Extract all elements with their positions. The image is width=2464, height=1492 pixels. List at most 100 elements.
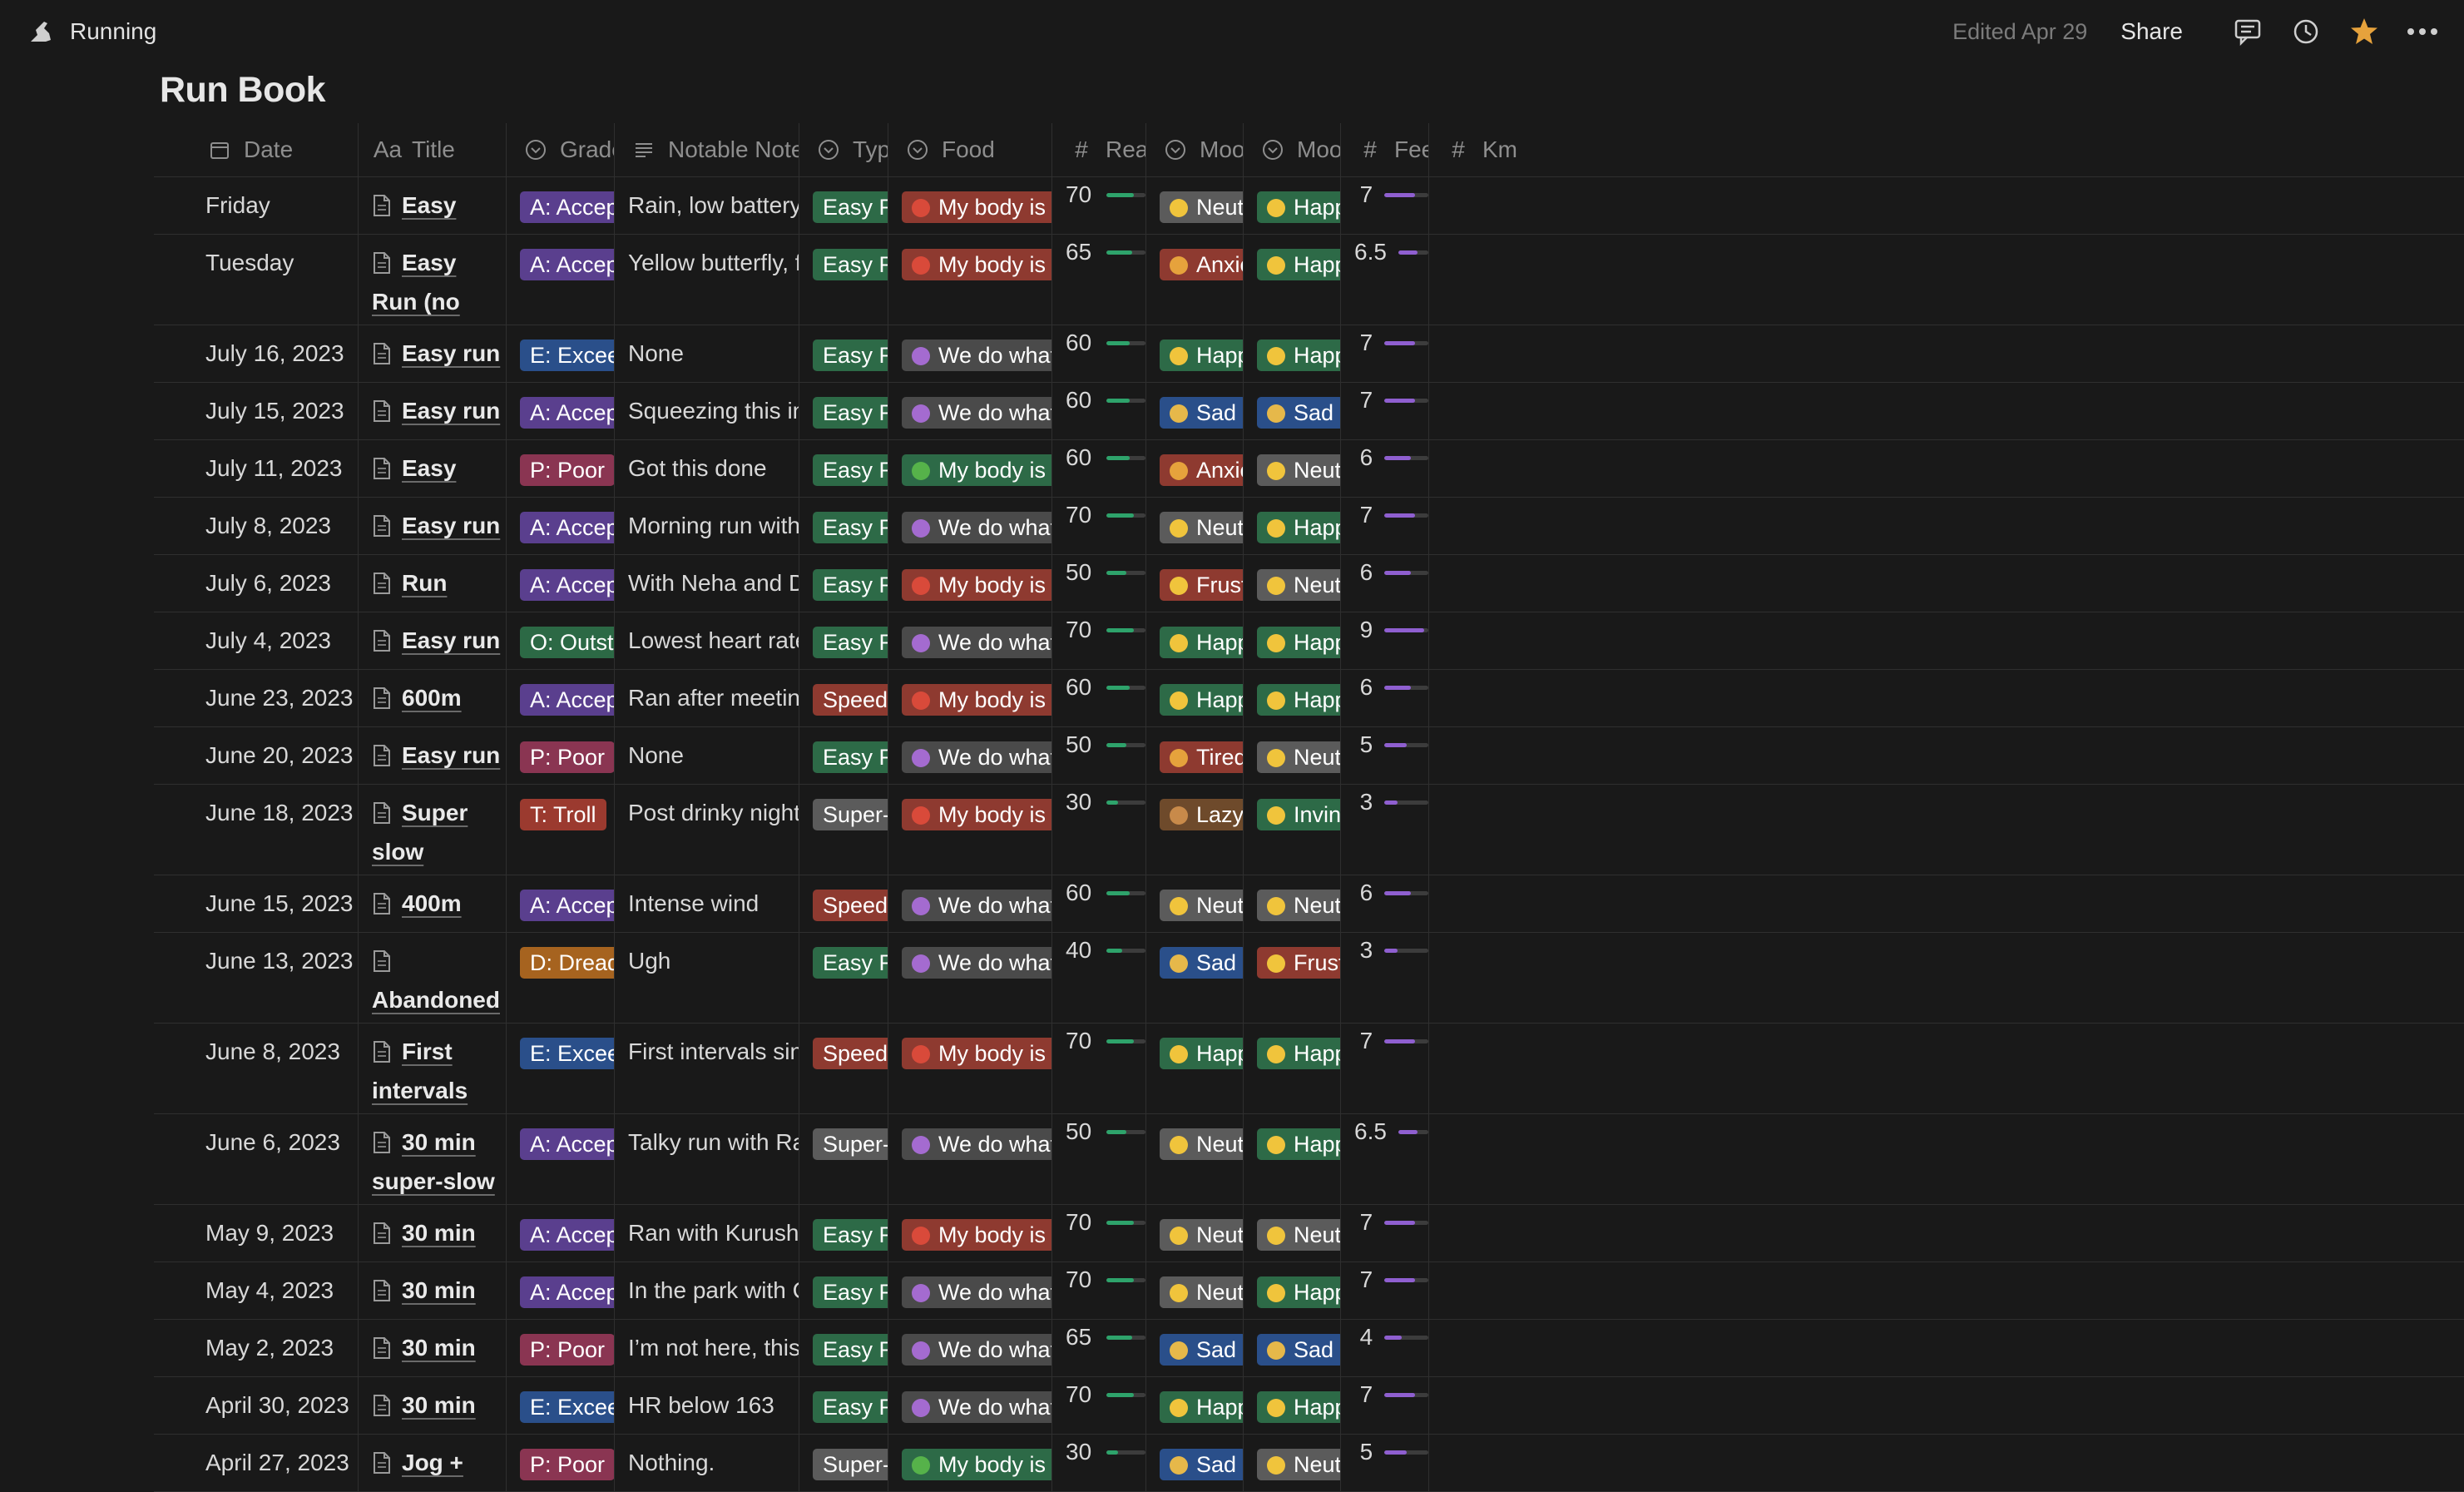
- title-cell[interactable]: Easy run: [358, 498, 506, 554]
- row-title-link[interactable]: Super slow hangover run: [372, 800, 477, 875]
- notable-note-cell[interactable]: Squeezing this in: [614, 383, 799, 439]
- mood-after-tag[interactable]: Neutral: [1257, 569, 1340, 601]
- km-cell[interactable]: [1428, 612, 1528, 669]
- row-title-link[interactable]: Easy Run: [372, 455, 457, 497]
- grade-tag[interactable]: A: Acceptable: [520, 397, 614, 429]
- mood-after-tag[interactable]: Happy: [1257, 1391, 1340, 1423]
- type-tag[interactable]: Super-sl...: [813, 1128, 888, 1160]
- row-title-link[interactable]: Easy rainy run: [372, 192, 472, 234]
- mood-before-cell[interactable]: Sad: [1145, 1435, 1243, 1491]
- food-cell[interactable]: We do what we can: [888, 325, 1051, 382]
- date-cell[interactable]: Friday: [154, 177, 358, 234]
- type-cell[interactable]: Super-sl...: [799, 1114, 888, 1204]
- type-cell[interactable]: Easy Run: [799, 933, 888, 1023]
- table-row[interactable]: May 4, 2023 30 min slow run A: Acceptable I…: [154, 1262, 2464, 1320]
- mood-before-cell[interactable]: Happy: [1145, 1377, 1243, 1434]
- date-cell[interactable]: June 6, 2023: [154, 1114, 358, 1204]
- food-cell[interactable]: We do what we can: [888, 1114, 1051, 1204]
- mood-before-cell[interactable]: Lazy: [1145, 785, 1243, 875]
- feels-like-cell[interactable]: 7: [1340, 498, 1428, 554]
- title-cell[interactable]: Run: [358, 555, 506, 612]
- notable-note-cell[interactable]: Lowest heart rate yet!: [614, 612, 799, 669]
- title-cell[interactable]: Easy Run: [358, 440, 506, 497]
- table-row[interactable]: April 27, 2023 Jog + Walk P: Poor Nothing. S…: [154, 1435, 2464, 1492]
- mood-after-tag[interactable]: Happy: [1257, 1276, 1340, 1308]
- food-tag[interactable]: We do what we can: [902, 1334, 1051, 1366]
- notable-note-cell[interactable]: HR below 163: [614, 1377, 799, 1434]
- readiness-cell[interactable]: 50: [1051, 727, 1145, 784]
- title-cell[interactable]: 30 min slow run: [358, 1377, 506, 1434]
- mood-before-tag[interactable]: Sad: [1160, 397, 1243, 429]
- mood-before-tag[interactable]: Neutral: [1160, 191, 1243, 223]
- readiness-cell[interactable]: 30: [1051, 1435, 1145, 1491]
- table-row[interactable]: June 6, 2023 30 min super-slow run A: Acce…: [154, 1114, 2464, 1205]
- food-tag[interactable]: We do what we can: [902, 1391, 1051, 1423]
- type-tag[interactable]: Easy Run: [813, 454, 888, 486]
- title-cell[interactable]: Easy Run (no guidelines): [358, 235, 506, 325]
- mood-after-tag[interactable]: Happy: [1257, 340, 1340, 371]
- column-header-grade[interactable]: Grade: [506, 123, 614, 176]
- mood-before-cell[interactable]: Neutral: [1145, 1114, 1243, 1204]
- row-title-link[interactable]: 30 min super-slow run: [372, 1129, 495, 1204]
- title-cell[interactable]: Easy run: [358, 383, 506, 439]
- table-row[interactable]: July 11, 2023 Easy Run P: Poor Got this don…: [154, 440, 2464, 498]
- grade-cell[interactable]: P: Poor: [506, 1320, 614, 1376]
- grade-cell[interactable]: P: Poor: [506, 727, 614, 784]
- grade-tag[interactable]: E: Exceeds E...: [520, 1391, 614, 1423]
- feels-like-cell[interactable]: 9: [1340, 612, 1428, 669]
- type-tag[interactable]: Easy Run: [813, 1276, 888, 1308]
- notable-note-cell[interactable]: Morning run with no music: [614, 498, 799, 554]
- mood-after-tag[interactable]: Happy: [1257, 1038, 1340, 1069]
- date-cell[interactable]: July 15, 2023: [154, 383, 358, 439]
- title-cell[interactable]: 30 min slow run: [358, 1205, 506, 1262]
- grade-cell[interactable]: A: Acceptable: [506, 1262, 614, 1319]
- column-header-feels-like[interactable]: # Feels like: [1340, 123, 1428, 176]
- mood-before-cell[interactable]: Happy: [1145, 325, 1243, 382]
- feels-like-cell[interactable]: 6: [1340, 670, 1428, 726]
- feels-like-cell[interactable]: 7: [1340, 1205, 1428, 1262]
- readiness-cell[interactable]: 70: [1051, 1262, 1145, 1319]
- title-cell[interactable]: 600m intervals: [358, 670, 506, 726]
- date-cell[interactable]: July 16, 2023: [154, 325, 358, 382]
- food-tag[interactable]: My body is a temple: [902, 1449, 1051, 1480]
- mood-after-tag[interactable]: Happy: [1257, 684, 1340, 716]
- title-cell[interactable]: Abandoned slow run: [358, 933, 506, 1023]
- feels-like-cell[interactable]: 7: [1340, 383, 1428, 439]
- mood-before-cell[interactable]: Sad: [1145, 383, 1243, 439]
- mood-before-cell[interactable]: Anxious: [1145, 235, 1243, 325]
- mood-after-cell[interactable]: Happy: [1243, 612, 1340, 669]
- readiness-cell[interactable]: 60: [1051, 325, 1145, 382]
- mood-after-cell[interactable]: Happy: [1243, 1114, 1340, 1204]
- date-cell[interactable]: April 27, 2023: [154, 1435, 358, 1491]
- grade-tag[interactable]: P: Poor: [520, 454, 614, 486]
- row-title-link[interactable]: Easy run: [402, 398, 501, 424]
- km-cell[interactable]: [1428, 1205, 1528, 1262]
- mood-before-tag[interactable]: Anxious: [1160, 454, 1243, 486]
- readiness-cell[interactable]: 50: [1051, 555, 1145, 612]
- food-cell[interactable]: We do what we can: [888, 1320, 1051, 1376]
- grade-cell[interactable]: P: Poor: [506, 1435, 614, 1491]
- mood-after-cell[interactable]: Happy: [1243, 498, 1340, 554]
- feels-like-cell[interactable]: 6: [1340, 875, 1428, 932]
- date-cell[interactable]: May 2, 2023: [154, 1320, 358, 1376]
- grade-tag[interactable]: E: Exceeds E...: [520, 1038, 614, 1069]
- type-tag[interactable]: Easy Run: [813, 512, 888, 543]
- readiness-cell[interactable]: 60: [1051, 383, 1145, 439]
- mood-before-cell[interactable]: Happy: [1145, 1024, 1243, 1113]
- notable-note-cell[interactable]: Intense wind: [614, 875, 799, 932]
- grade-cell[interactable]: A: Acceptable: [506, 1205, 614, 1262]
- date-cell[interactable]: June 13, 2023: [154, 933, 358, 1023]
- mood-before-tag[interactable]: Happy: [1160, 627, 1243, 658]
- mood-after-tag[interactable]: Neutral: [1257, 454, 1340, 486]
- grade-cell[interactable]: A: Acceptable: [506, 498, 614, 554]
- food-cell[interactable]: We do what we can: [888, 875, 1051, 932]
- grade-cell[interactable]: E: Exceeds E...: [506, 1377, 614, 1434]
- food-tag[interactable]: We do what we can: [902, 340, 1051, 371]
- grade-tag[interactable]: T: Troll: [520, 799, 606, 830]
- type-cell[interactable]: Easy Run: [799, 612, 888, 669]
- grade-cell[interactable]: A: Acceptable: [506, 875, 614, 932]
- notable-note-cell[interactable]: Ran with Kurush: [614, 1205, 799, 1262]
- type-tag[interactable]: Easy Run: [813, 569, 888, 601]
- date-cell[interactable]: July 4, 2023: [154, 612, 358, 669]
- readiness-cell[interactable]: 30: [1051, 785, 1145, 875]
